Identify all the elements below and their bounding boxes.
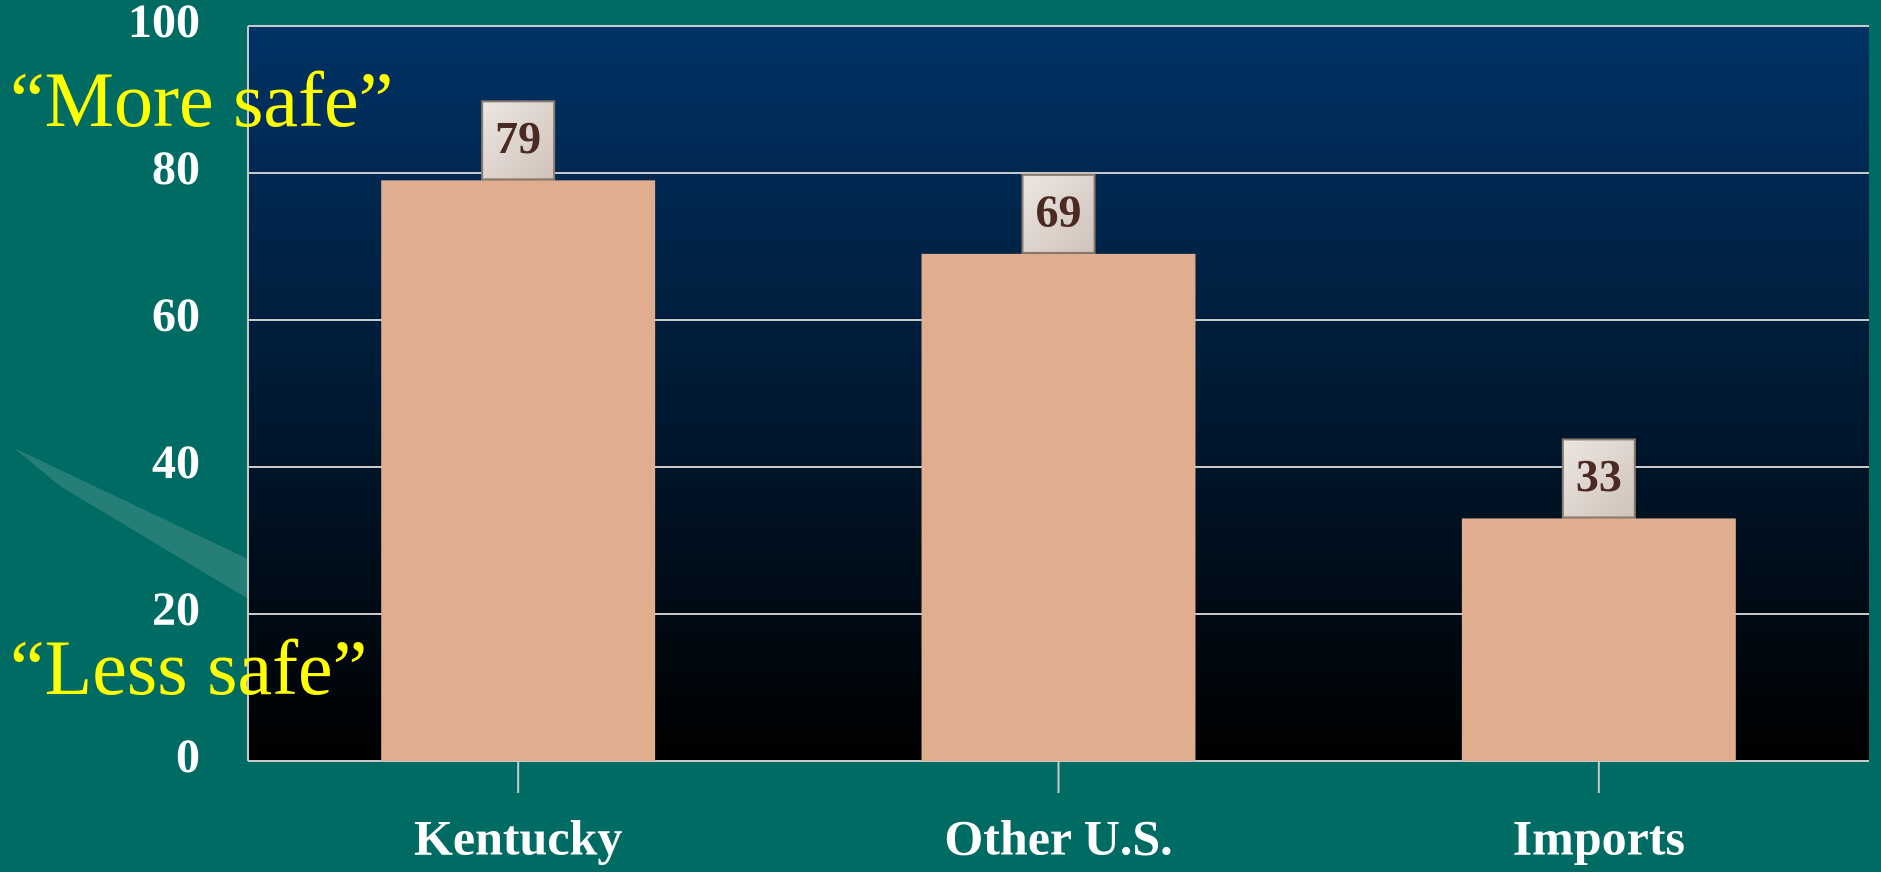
value-label: 79 [495,112,541,163]
y-tick-label: 100 [128,0,200,48]
value-label-box [1021,173,1096,254]
annotation: “More safe” [10,56,393,143]
x-tick-label: Other U.S. [944,809,1172,865]
bar [1461,518,1736,761]
value-label: 33 [1576,450,1622,501]
y-tick-label: 80 [152,142,200,195]
bar [921,253,1196,761]
x-tick-label: Imports [1513,809,1685,865]
value-label-box [481,100,556,181]
decoration [14,448,250,600]
value-label-box [1561,438,1636,519]
y-tick-label: 20 [152,583,200,636]
annotation: “Less safe” [10,624,367,711]
bar [381,180,656,762]
value-label: 69 [1036,185,1082,236]
y-tick-label: 0 [176,730,200,783]
x-tick-label: Kentucky [414,809,622,865]
y-tick-label: 40 [152,436,200,489]
y-tick-label: 60 [152,289,200,342]
